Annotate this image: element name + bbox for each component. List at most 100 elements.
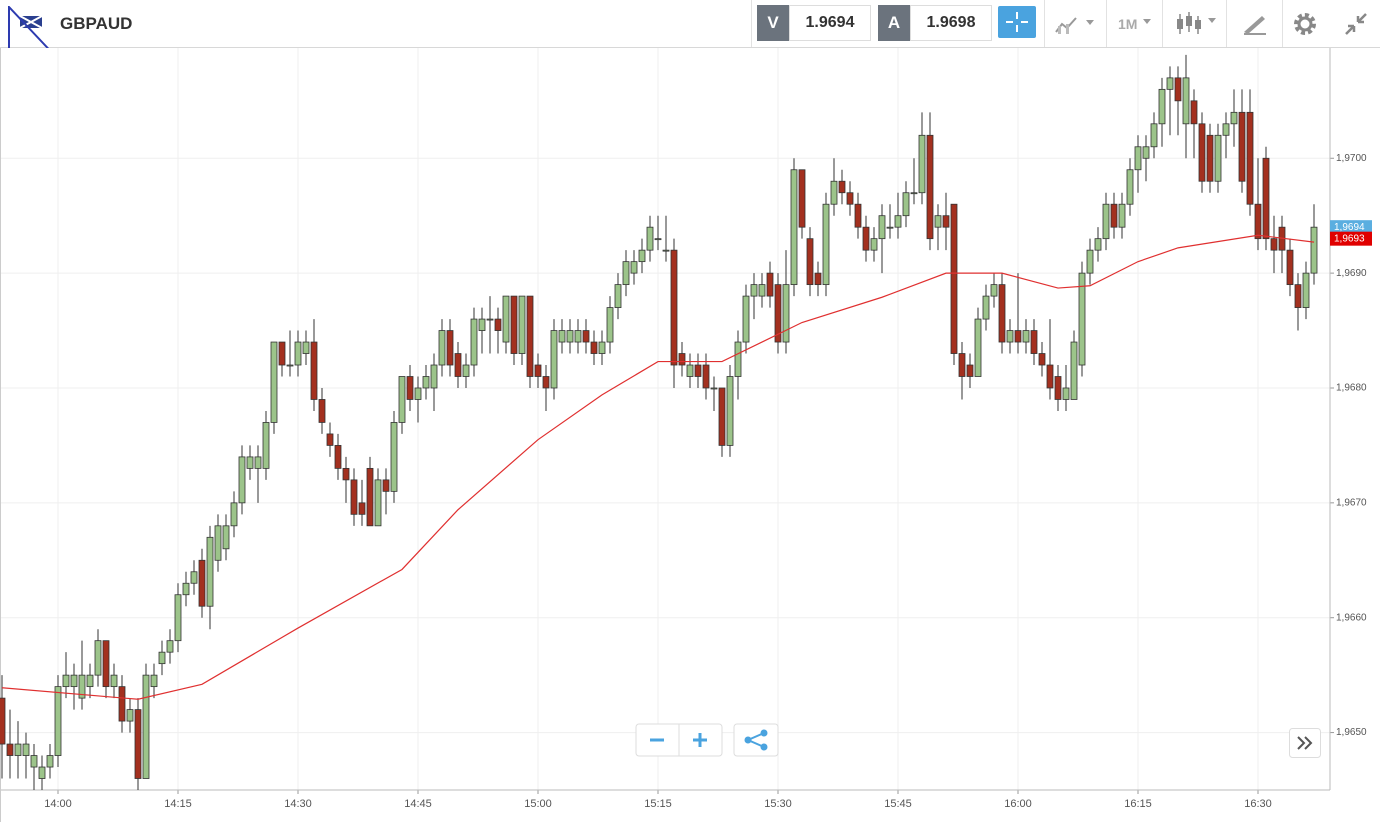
candle-body [470,318,478,366]
candle-body [1078,272,1086,366]
candle-body [302,341,310,354]
candle-body [910,192,918,195]
candle-body [718,387,726,446]
candle-body [542,376,550,389]
y-tick-label: 1,9700 [1336,153,1367,164]
candle-body [30,755,38,768]
candle-body [1270,238,1278,251]
candle-body [1134,146,1142,171]
separator [751,0,752,47]
candle-body [246,456,254,469]
candle-body [742,295,750,343]
candle-body [734,341,742,377]
candle-body [958,353,966,377]
candle-body [1150,123,1158,148]
candle-body [1046,364,1054,389]
zoom-controls [635,723,779,757]
candle-body [1222,123,1230,136]
candle-body [646,226,654,251]
candle-body [1302,272,1310,308]
collapse-button[interactable] [1342,10,1370,38]
candle-body [1158,88,1166,125]
candle-body [78,674,86,699]
dropdown-arrow[interactable] [1142,16,1154,26]
buy-price[interactable]: 1.9698 [910,5,992,41]
chart-type-menu[interactable] [1176,10,1222,38]
candle-body [1254,203,1262,240]
candle-body [462,364,470,377]
candle-body [1230,111,1238,125]
candle-body [1182,77,1190,125]
timeframe[interactable]: 1M [1118,16,1138,32]
candle-body [438,330,446,366]
candle-body [494,318,502,331]
draw-menu[interactable] [1242,12,1268,36]
candle-body [534,364,542,377]
candle-body [790,169,798,286]
indicator-menu[interactable] [1054,12,1100,36]
candle-body [990,284,998,297]
candle-body [550,330,558,389]
candle-body [126,709,134,722]
candle-body [118,686,126,722]
scroll-end-button[interactable] [1289,728,1321,758]
candle-body [750,284,758,297]
candle-body [510,295,518,354]
candle-body [606,307,614,343]
price-marker [1330,220,1372,235]
sell-price[interactable]: 1.9694 [789,5,871,41]
candle-body [622,261,630,286]
candle-body [1038,353,1046,366]
x-tick-label: 15:15 [644,798,672,810]
price-marker-label: 1,9693 [1334,233,1365,244]
candle-body [702,364,710,389]
candle-body [478,318,486,331]
y-tick-label: 1,9680 [1336,383,1367,394]
candle-body [758,284,766,297]
candle-body [366,467,374,527]
candle-body [1174,77,1182,102]
share-button[interactable] [744,729,768,751]
candle-body [198,559,206,607]
candle-body [190,571,198,584]
candle-body [406,376,414,400]
candle-body [46,755,54,768]
crosshair-button[interactable] [998,6,1036,38]
candle-body [0,697,6,745]
sell-label[interactable]: V [757,5,789,41]
candle-body [822,203,830,286]
candle-body [142,674,150,779]
candle-body [998,284,1006,343]
candle-body [1030,330,1038,354]
candle-body [270,341,278,423]
candle-body [966,364,974,377]
candle-body [382,479,390,492]
candle-body [358,502,366,515]
candle-body [806,238,814,286]
candle-body [22,743,30,756]
separator [1162,0,1163,47]
candle-body [566,330,574,343]
candle-body [374,479,382,527]
candle-body [134,709,142,779]
candle-body [1126,169,1134,205]
candle-body [206,536,214,607]
candle-body [182,582,190,596]
candle-body [574,330,582,343]
candle-body [54,686,62,756]
zoom-in[interactable] [693,733,707,747]
drawing-tool[interactable] [8,6,62,62]
candle-body [342,467,350,481]
candle-body [1070,341,1078,400]
candle-body [862,226,870,251]
buy-label[interactable]: A [878,5,910,41]
toolbar: GBPAUD V 1.9694 A 1.9698 1M [0,0,1380,60]
candle-body [886,226,894,229]
candle-body [390,422,398,492]
settings-button[interactable] [1292,11,1318,37]
x-tick-label: 14:45 [404,798,432,810]
candle-body [902,192,910,217]
price-marker-label: 1,9694 [1334,222,1365,233]
candle-body [166,640,174,653]
candle-body [1054,376,1062,400]
